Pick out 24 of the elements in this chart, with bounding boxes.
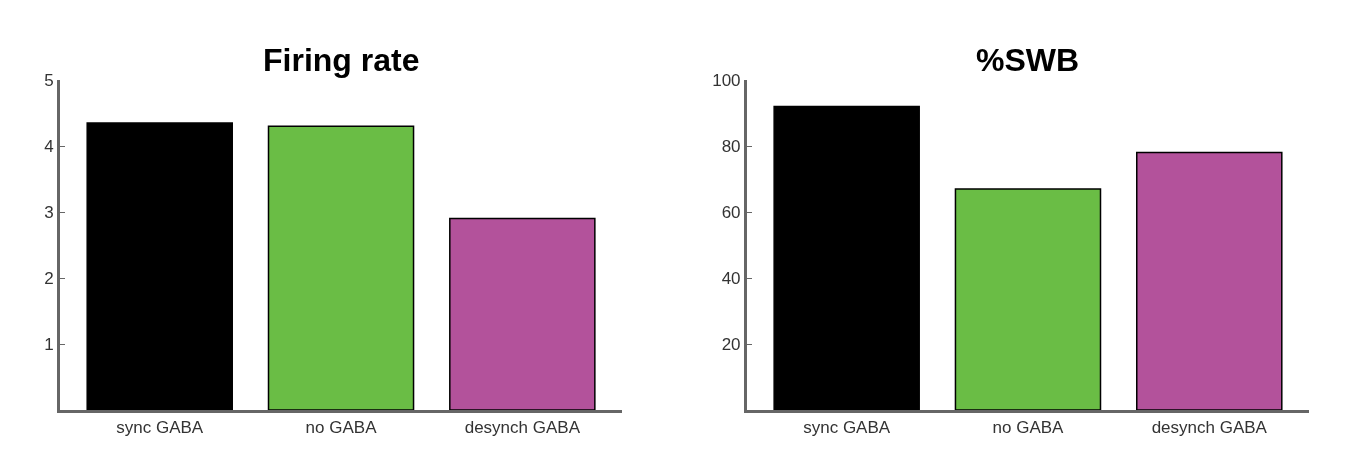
y-tick-label: 2 xyxy=(44,268,54,288)
x-tick-label: no GABA xyxy=(305,418,378,438)
y-tick-label: 3 xyxy=(44,202,54,222)
x-tick-label: desynch GABA xyxy=(464,418,581,438)
chart-title: Firing rate xyxy=(263,42,420,78)
bar xyxy=(954,188,1102,410)
bar xyxy=(1136,151,1283,410)
y-tick-label: 80 xyxy=(721,136,741,156)
bar xyxy=(86,122,233,410)
y-tick-label: 1 xyxy=(44,334,54,354)
x-tick-label: sync GABA xyxy=(803,418,891,438)
y-tick-label: 40 xyxy=(721,268,741,288)
x-tick-label: no GABA xyxy=(992,418,1065,438)
bar xyxy=(267,125,415,410)
bar xyxy=(773,105,920,410)
x-tick-label: desynch GABA xyxy=(1151,418,1268,438)
bar xyxy=(449,217,596,410)
y-tick-label: 5 xyxy=(44,70,54,90)
x-tick-label: sync GABA xyxy=(116,418,204,438)
y-tick-label: 60 xyxy=(721,202,741,222)
y-tick-label: 20 xyxy=(721,334,741,354)
y-tick-label: 4 xyxy=(44,136,54,156)
chart-title: %SWB xyxy=(976,42,1080,78)
y-tick-label: 100 xyxy=(712,70,741,90)
